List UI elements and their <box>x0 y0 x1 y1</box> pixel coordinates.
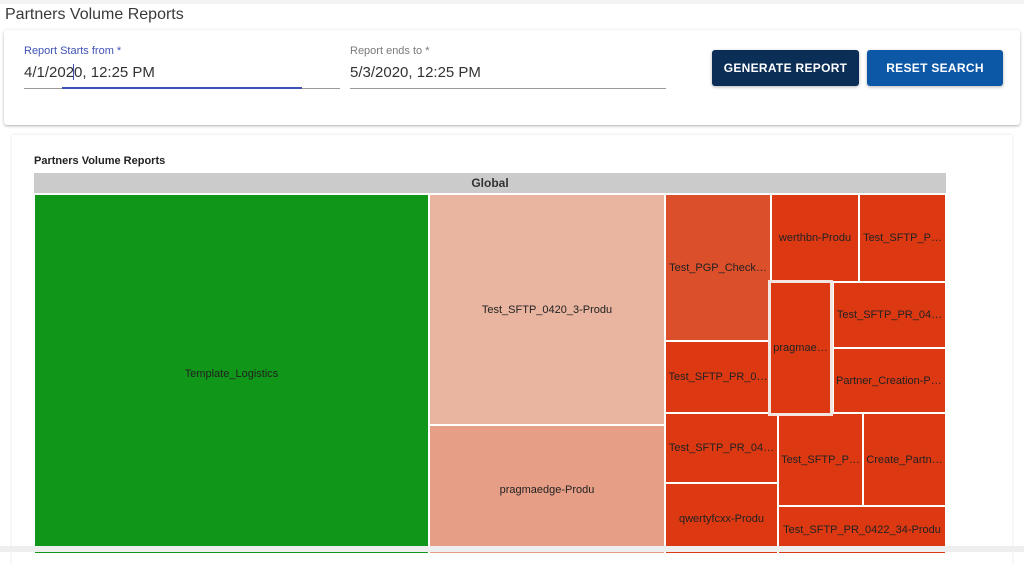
treemap-tile-werthbn-produ[interactable]: werthbn-Produ <box>771 194 859 282</box>
reset-search-button[interactable]: RESET SEARCH <box>867 50 1003 86</box>
treemap-tile-test-sftp-pr-04-a[interactable]: Test_SFTP_PR_04… <box>665 413 778 483</box>
treemap-tile-test-sftp-0420-3[interactable]: Test_SFTP_0420_3-Produ <box>429 194 665 425</box>
start-date-field[interactable]: Report Starts from * 4/1/2020, 12:25 PM <box>24 45 340 91</box>
treemap-area: Template_Logistics Test_SFTP_0420_3-Produ… <box>34 194 946 554</box>
treemap-tile-label: Template_Logistics <box>184 368 279 380</box>
treemap-tile-label: werthbn-Produ <box>778 232 852 244</box>
treemap-tile-qwertyfcxx-produ[interactable]: qwertyfcxx-Produ <box>665 483 778 554</box>
treemap-tile-label: Test_PGP_Check… <box>669 261 767 274</box>
treemap-tile-test-sftp-p-a[interactable]: Test_SFTP_P… <box>859 194 946 282</box>
treemap-tile-label: Create_Partn… <box>866 453 943 466</box>
treemap-tile-label: Test_SFTP_PR_0… <box>668 371 768 383</box>
treemap-tile-label: Test_SFTP_PR_04… <box>668 442 775 454</box>
generate-report-button[interactable]: GENERATE REPORT <box>712 50 859 86</box>
text-caret <box>73 64 75 80</box>
filter-card: Report Starts from * 4/1/2020, 12:25 PM … <box>4 30 1020 125</box>
start-date-value-part2: 0, 12:25 PM <box>74 64 155 81</box>
treemap-tile-label: pragmae… <box>773 342 828 354</box>
treemap-tile-test-sftp-pr-0[interactable]: Test_SFTP_PR_0… <box>665 341 771 413</box>
start-date-focus-underline <box>62 87 302 89</box>
treemap-tile-pragmae[interactable]: pragmae… <box>768 280 833 416</box>
treemap-tile-create-partn[interactable]: Create_Partn… <box>863 413 946 506</box>
treemap-tile-label: Test_SFTP_P… <box>781 453 860 466</box>
treemap-tile-test-sftp-p-b[interactable]: Test_SFTP_P… <box>778 413 863 506</box>
end-date-label: Report ends to * <box>350 45 430 57</box>
start-date-label: Report Starts from * <box>24 45 122 57</box>
page-title: Partners Volume Reports <box>5 6 184 23</box>
treemap-tile-label: Test_SFTP_PR_04… <box>836 309 943 321</box>
treemap-tile-template-logistics[interactable]: Template_Logistics <box>34 194 429 554</box>
bottom-scroll-strip <box>0 546 1024 552</box>
end-date-field[interactable]: Report ends to * 5/3/2020, 12:25 PM <box>350 45 666 91</box>
treemap-tile-label: Test_SFTP_0420_3-Produ <box>481 303 613 316</box>
treemap-tile-pragmaedge-produ[interactable]: pragmaedge-Produ <box>429 425 665 554</box>
treemap-tile-partner-creation-pr[interactable]: Partner_Creation-Pr… <box>833 348 946 413</box>
treemap-tile-label: pragmaedge-Produ <box>499 483 595 496</box>
start-date-value-part1: 4/1/202 <box>24 64 75 81</box>
top-strip <box>0 0 1024 4</box>
treemap-root-header[interactable]: Global <box>34 173 946 193</box>
treemap-tile-label: Partner_Creation-Pr… <box>836 374 945 387</box>
treemap-tile-label: Test_SFTP_PR_0422_34-Produ <box>783 524 941 536</box>
chart-title: Partners Volume Reports <box>34 155 166 167</box>
treemap-tile-test-pgp-check[interactable]: Test_PGP_Check… <box>665 194 771 341</box>
treemap-tile-test-sftp-pr-04-b[interactable]: Test_SFTP_PR_04… <box>833 282 946 348</box>
treemap-tile-label: qwertyfcxx-Produ <box>679 512 764 525</box>
start-date-value[interactable]: 4/1/2020, 12:25 PM <box>24 64 155 81</box>
end-date-underline <box>350 88 666 89</box>
treemap-tile-label: Test_SFTP_P… <box>863 232 942 244</box>
end-date-value[interactable]: 5/3/2020, 12:25 PM <box>350 64 481 81</box>
report-card: Partners Volume Reports Global Template_… <box>12 135 1012 565</box>
